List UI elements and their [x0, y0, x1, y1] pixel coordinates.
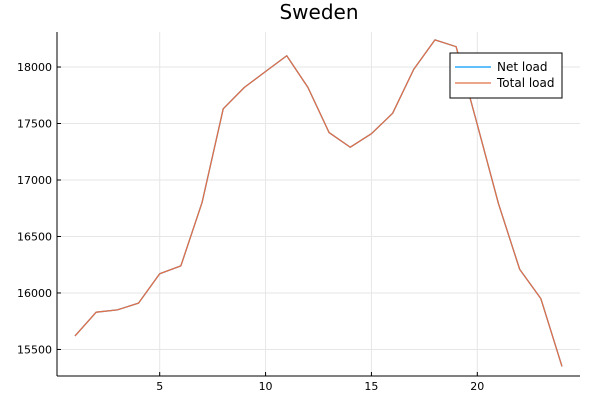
tick-labels: 5 10 15 20 15500 16000 16500 17000 17500 18000 — [17, 61, 484, 393]
x-tick-label: 5 — [156, 380, 163, 393]
legend: Net load Total load — [449, 52, 563, 99]
y-tick-label: 16500 — [17, 230, 52, 243]
y-tick-label: 17500 — [17, 118, 52, 131]
series-line-total-load — [74, 39, 563, 367]
series-lines — [74, 39, 563, 367]
y-tick-label: 15500 — [17, 343, 52, 356]
legend-box — [449, 52, 563, 99]
legend-label-net-load: Net load — [497, 60, 548, 74]
legend-label-total-load: Total load — [496, 76, 555, 90]
y-tick-label: 17000 — [17, 174, 52, 187]
x-tick-label: 20 — [470, 380, 484, 393]
y-tick-label: 16000 — [17, 287, 52, 300]
chart-title: Sweden — [279, 0, 358, 24]
x-tick-label: 10 — [259, 380, 273, 393]
x-tick-label: 15 — [364, 380, 378, 393]
axes — [56, 32, 580, 377]
y-tick-label: 18000 — [17, 61, 52, 74]
